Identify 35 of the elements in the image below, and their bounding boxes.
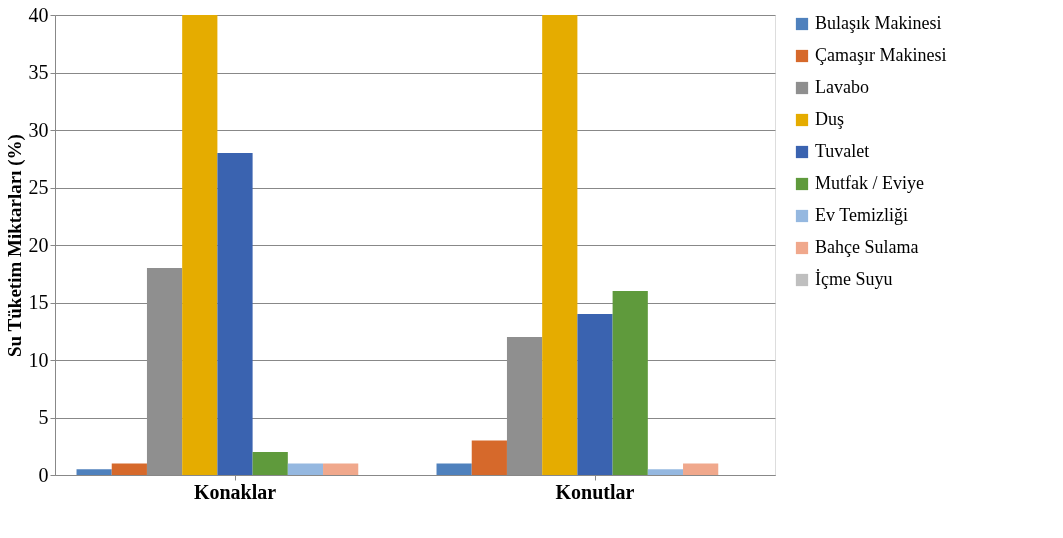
bar <box>182 15 218 475</box>
x-tick-label: Konaklar <box>193 480 277 503</box>
legend-label: Duş <box>815 109 845 129</box>
bar <box>252 452 288 475</box>
legend-label: Bulaşık Makinesi <box>815 13 942 33</box>
legend-label: Bahçe Sulama <box>815 237 919 257</box>
y-tick-label: 0 <box>38 463 49 486</box>
y-tick-label: 30 <box>28 118 49 141</box>
bar <box>217 153 253 475</box>
y-tick-label: 25 <box>28 176 49 198</box>
bar <box>577 314 613 475</box>
bar <box>111 463 147 475</box>
legend-label: Mutfak / Eviye <box>815 173 924 193</box>
bar <box>471 440 507 475</box>
legend-label: İçme Suyu <box>815 269 893 289</box>
bar <box>287 463 324 475</box>
legend-label: Tuvalet <box>815 141 870 161</box>
y-tick-label: 15 <box>28 291 49 313</box>
y-tick-label: 10 <box>28 348 49 371</box>
legend-label: Lavabo <box>815 77 869 97</box>
bar <box>323 463 359 475</box>
bar <box>647 469 684 475</box>
bar <box>76 469 112 475</box>
bar <box>436 463 472 475</box>
x-tick-label: Konutlar <box>555 480 635 503</box>
legend-label: Ev Temizliği <box>815 205 908 225</box>
y-tick-label: 20 <box>28 233 49 256</box>
bar <box>612 291 648 475</box>
y-axis-title: Su Tüketim Miktarları (%) <box>3 134 26 357</box>
bar <box>683 463 719 475</box>
bar <box>542 15 578 475</box>
y-tick-label: 40 <box>28 3 49 26</box>
legend-label: Çamaşır Makinesi <box>815 45 947 65</box>
y-tick-label: 5 <box>38 406 49 428</box>
y-tick-label: 35 <box>28 61 49 83</box>
